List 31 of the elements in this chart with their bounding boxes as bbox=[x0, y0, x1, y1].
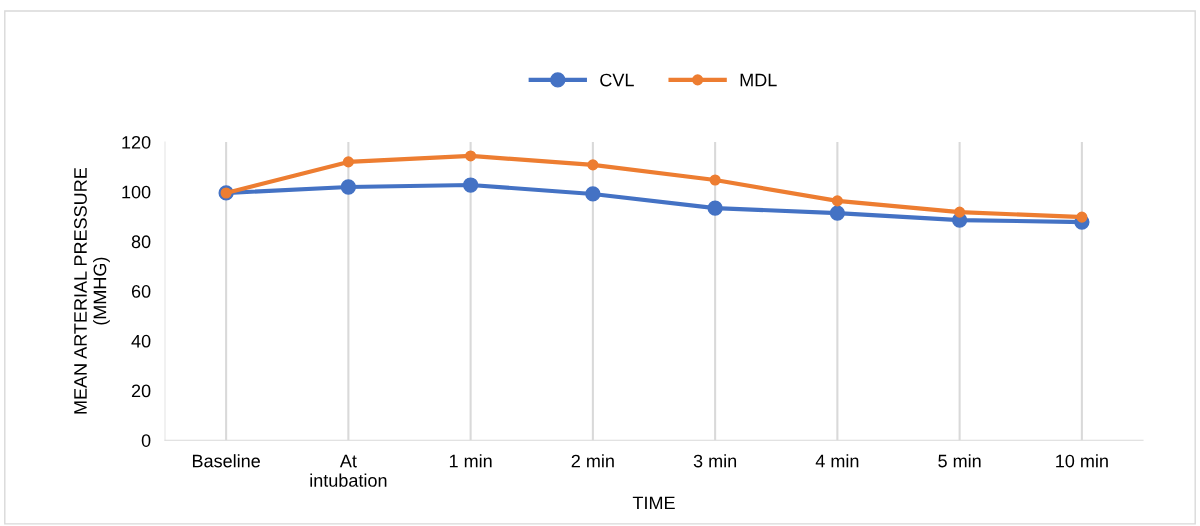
point bbox=[462, 177, 479, 193]
x-tick-label: 2 min bbox=[571, 454, 614, 468]
point bbox=[465, 150, 477, 162]
point bbox=[340, 179, 357, 195]
point bbox=[1076, 211, 1088, 223]
point bbox=[342, 156, 354, 168]
x-tick-label: Baseline bbox=[192, 454, 260, 468]
x-axis-title: TIME bbox=[632, 496, 675, 510]
y-tick-label: 20 bbox=[131, 384, 151, 398]
point bbox=[587, 159, 599, 171]
point bbox=[707, 200, 723, 216]
x-tick-label: 4 min bbox=[815, 454, 859, 468]
x-tick-label: 10 min bbox=[1056, 454, 1108, 468]
x-tick-label: 5 min bbox=[938, 454, 981, 468]
legend-label: CVL bbox=[600, 73, 634, 87]
y-tick-label: 0 bbox=[141, 434, 151, 447]
y-tick-label: 40 bbox=[131, 334, 151, 348]
y-tick-label: 120 bbox=[122, 135, 151, 149]
y-tick-label: 100 bbox=[122, 185, 151, 199]
x-tick-label: 1 min bbox=[449, 454, 492, 468]
point bbox=[585, 186, 601, 202]
y-tick-label: 60 bbox=[131, 285, 151, 298]
y-tick-label: 80 bbox=[131, 235, 151, 249]
point bbox=[954, 206, 966, 218]
y-axis-title: MEAN ARTERIAL PRESSURE (MMHG) bbox=[74, 168, 110, 414]
point bbox=[831, 195, 843, 207]
x-tick-label: At intubation bbox=[310, 454, 387, 487]
point bbox=[709, 174, 721, 186]
point bbox=[829, 205, 846, 221]
legend-label: MDL bbox=[740, 73, 777, 87]
x-tick-label: 3 min bbox=[693, 454, 737, 468]
